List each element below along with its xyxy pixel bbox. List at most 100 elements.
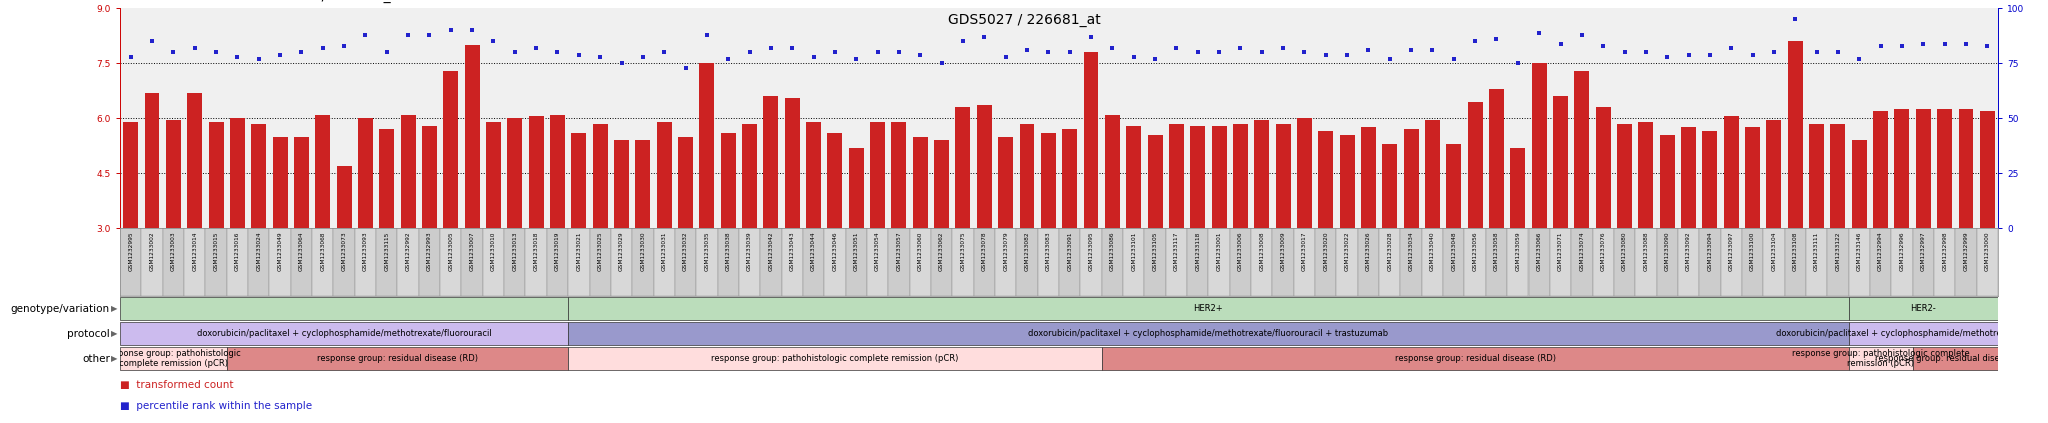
Bar — [1081, 228, 1102, 296]
Bar — [1188, 228, 1208, 296]
Text: GSM1233032: GSM1233032 — [684, 231, 688, 271]
Bar — [1339, 135, 1354, 338]
Bar — [1016, 228, 1038, 296]
Bar — [870, 122, 885, 338]
Text: ▶: ▶ — [111, 304, 119, 313]
Bar — [1767, 120, 1782, 338]
Point — [627, 53, 659, 60]
Bar — [1593, 228, 1614, 296]
Point — [457, 27, 489, 34]
Text: GSM1233020: GSM1233020 — [1323, 231, 1329, 271]
Point — [391, 31, 424, 38]
Bar — [909, 228, 932, 296]
Bar — [123, 122, 137, 338]
Text: GSM1233071: GSM1233071 — [1559, 231, 1563, 271]
Bar — [358, 118, 373, 338]
Bar — [1444, 228, 1464, 296]
Bar — [1890, 228, 1913, 296]
Bar — [567, 228, 590, 296]
Bar — [270, 228, 291, 296]
Bar — [1528, 228, 1550, 296]
Text: GSM1233038: GSM1233038 — [725, 231, 731, 271]
Bar — [1657, 228, 1677, 296]
Bar — [528, 116, 543, 338]
Bar — [1618, 124, 1632, 338]
Bar — [1677, 228, 1700, 296]
Bar — [891, 122, 907, 338]
Bar — [1849, 228, 1870, 296]
Text: GSM1233002: GSM1233002 — [150, 231, 154, 271]
Point — [1544, 40, 1577, 47]
Bar — [592, 124, 608, 338]
Text: GSM1233008: GSM1233008 — [1260, 231, 1264, 271]
Text: genotype/variation: genotype/variation — [10, 303, 111, 313]
Bar — [1720, 228, 1743, 296]
Text: response group: pathohistologic complete remission (pCR): response group: pathohistologic complete… — [711, 354, 958, 363]
Point — [328, 42, 360, 49]
Point — [1950, 40, 1982, 47]
Point — [1032, 49, 1065, 56]
Point — [647, 49, 680, 56]
Bar — [1976, 228, 1999, 296]
Point — [477, 38, 510, 45]
Bar — [1724, 116, 1739, 338]
Text: GSM1233064: GSM1233064 — [299, 231, 303, 271]
Bar — [1165, 228, 1188, 296]
Bar — [1806, 228, 1827, 296]
Bar — [1169, 124, 1184, 338]
Text: GSM1233016: GSM1233016 — [236, 231, 240, 271]
Bar — [700, 63, 715, 338]
Bar — [973, 228, 995, 296]
Text: response group: pathohistologic complete
remission (pCR): response group: pathohistologic complete… — [1792, 349, 1970, 368]
Text: GSM1232992: GSM1232992 — [406, 231, 410, 271]
Bar — [827, 133, 842, 338]
Text: GSM1233080: GSM1233080 — [1622, 231, 1626, 271]
Point — [903, 51, 936, 58]
Bar — [1958, 109, 1974, 338]
Text: protocol: protocol — [68, 329, 111, 338]
Bar — [1446, 144, 1462, 338]
Bar — [1425, 120, 1440, 338]
Point — [883, 49, 915, 56]
Text: GSM1233013: GSM1233013 — [512, 231, 518, 271]
Text: GSM1233073: GSM1233073 — [342, 231, 346, 271]
Bar — [952, 228, 973, 296]
Bar — [782, 228, 803, 296]
Bar — [932, 228, 952, 296]
Point — [926, 60, 958, 67]
Bar — [334, 228, 354, 296]
Text: ■  transformed count: ■ transformed count — [121, 380, 233, 390]
Point — [776, 44, 809, 51]
Point — [264, 51, 297, 58]
Bar — [504, 228, 526, 296]
Bar — [823, 228, 846, 296]
Bar — [696, 228, 717, 296]
Bar — [377, 228, 397, 296]
Bar — [1700, 228, 1720, 296]
Bar — [1913, 228, 1933, 296]
Bar — [1915, 109, 1931, 338]
Bar — [1063, 129, 1077, 338]
Point — [584, 53, 616, 60]
Bar — [610, 228, 633, 296]
Bar — [465, 45, 479, 338]
Point — [371, 49, 403, 56]
Text: GSM1233009: GSM1233009 — [1280, 231, 1286, 271]
Bar — [379, 129, 393, 338]
Point — [199, 49, 231, 56]
Bar — [846, 228, 866, 296]
Bar — [1894, 109, 1909, 338]
Text: GSM1233086: GSM1233086 — [1110, 231, 1114, 271]
Text: GSM1233095: GSM1233095 — [1087, 231, 1094, 271]
Text: GSM1233097: GSM1233097 — [1729, 231, 1735, 271]
Bar — [1337, 228, 1358, 296]
Bar — [784, 98, 799, 338]
Point — [989, 53, 1022, 60]
Text: GSM1233034: GSM1233034 — [1409, 231, 1413, 271]
Bar — [252, 124, 266, 338]
Text: GSM1233024: GSM1233024 — [256, 231, 262, 271]
Bar — [1575, 71, 1589, 338]
Bar — [1145, 228, 1165, 296]
Bar — [1485, 228, 1507, 296]
Point — [1565, 31, 1597, 38]
